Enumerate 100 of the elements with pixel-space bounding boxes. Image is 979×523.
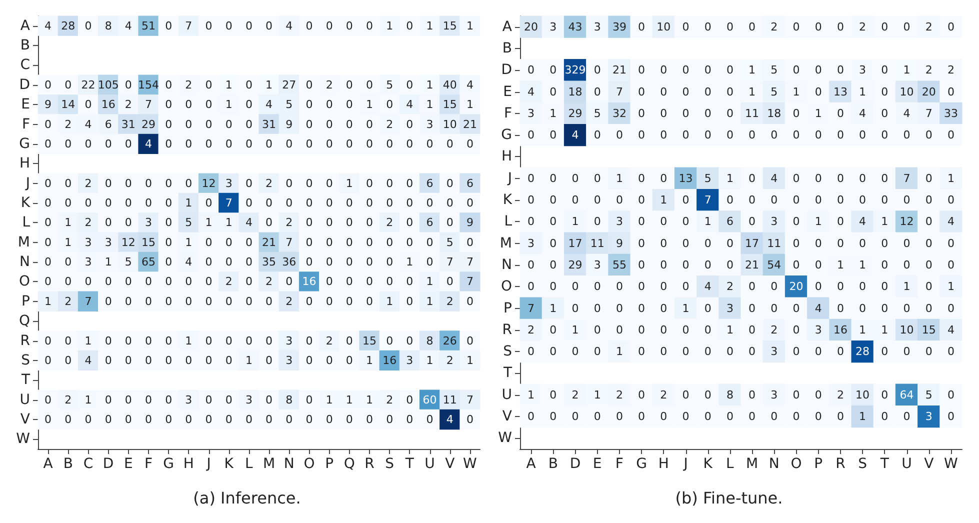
y-tick-label: F <box>504 105 512 122</box>
data-label: 8 <box>286 393 293 406</box>
data-label: 0 <box>748 280 756 294</box>
data-label: 21 <box>262 236 276 249</box>
data-label: 0 <box>386 412 394 426</box>
data-label: 2 <box>286 294 293 308</box>
data-label: 0 <box>903 194 910 207</box>
y-tick-label: V <box>20 411 30 428</box>
data-label: 0 <box>346 294 353 308</box>
data-label: 0 <box>528 280 535 294</box>
data-label: 16 <box>833 323 848 336</box>
data-label: 0 <box>44 118 52 131</box>
data-label: 0 <box>682 64 690 77</box>
data-label: 0 <box>814 20 822 34</box>
data-label: 21 <box>462 118 477 131</box>
data-label: 0 <box>550 236 557 250</box>
data-label: 1 <box>726 172 734 185</box>
data-label: 0 <box>205 137 212 150</box>
data-label: 0 <box>84 412 92 426</box>
data-label: 0 <box>185 118 192 131</box>
data-label: 7 <box>225 196 232 210</box>
x-tick-label: K <box>224 456 234 472</box>
data-label: 2 <box>726 280 734 294</box>
data-label: 27 <box>282 78 296 92</box>
data-label: 0 <box>104 137 112 150</box>
data-label: 0 <box>165 354 172 367</box>
data-label: 0 <box>346 275 353 288</box>
data-label: 2 <box>446 354 454 367</box>
data-label: 0 <box>616 323 623 336</box>
x-tick-label: W <box>463 456 478 472</box>
data-label: 1 <box>366 393 373 406</box>
data-label: 0 <box>205 196 212 210</box>
data-label: 9 <box>466 216 474 230</box>
x-tick-label: R <box>836 456 846 472</box>
data-label: 0 <box>947 410 954 424</box>
data-label: 0 <box>205 275 212 288</box>
data-label: 0 <box>572 345 579 358</box>
data-label: 5 <box>770 64 778 77</box>
data-label: 0 <box>446 216 454 230</box>
data-label: 0 <box>881 345 888 358</box>
data-label: 0 <box>185 176 192 190</box>
data-label: 0 <box>84 275 92 288</box>
data-label: 0 <box>306 78 313 92</box>
data-label: 0 <box>947 128 954 142</box>
data-label: 0 <box>225 236 232 249</box>
data-label: 0 <box>44 78 52 92</box>
data-label: 0 <box>205 19 212 32</box>
data-label: 16 <box>382 354 397 367</box>
data-label: 1 <box>426 354 434 367</box>
data-label: 7 <box>446 256 454 269</box>
data-label: 0 <box>245 256 252 269</box>
y-tick-label: J <box>506 170 512 186</box>
x-tick-label: L <box>245 456 254 472</box>
data-label: 0 <box>660 236 668 250</box>
data-label: 0 <box>145 275 152 288</box>
data-label: 1 <box>426 19 434 32</box>
data-label: 0 <box>245 275 252 288</box>
y-tick-label: G <box>501 127 512 144</box>
data-label: 0 <box>145 294 152 308</box>
data-label: 1 <box>704 215 712 228</box>
data-label: 0 <box>286 137 293 150</box>
data-label: 7 <box>903 172 910 185</box>
data-label: 1 <box>859 323 866 336</box>
data-label: 0 <box>366 294 373 308</box>
data-label: 0 <box>638 128 646 142</box>
data-label: 0 <box>594 345 601 358</box>
data-label: 0 <box>165 275 172 288</box>
data-label: 4 <box>770 172 778 185</box>
data-label: 5 <box>704 172 712 185</box>
data-label: 0 <box>638 258 646 272</box>
data-label: 1 <box>881 215 888 228</box>
data-label: 0 <box>326 256 333 269</box>
data-label: 0 <box>814 280 822 294</box>
y-tick-label: B <box>502 40 512 56</box>
data-label: 1 <box>550 106 557 120</box>
data-label: 0 <box>406 118 414 131</box>
data-label: 0 <box>704 20 712 34</box>
data-label: 0 <box>326 19 333 32</box>
data-label: 5 <box>925 388 932 402</box>
data-label: 0 <box>704 64 712 77</box>
data-label: 0 <box>426 236 434 249</box>
data-label: 2 <box>386 118 394 131</box>
data-label: 1 <box>881 323 888 336</box>
data-label: 0 <box>306 393 313 406</box>
data-label: 2 <box>326 78 333 92</box>
data-label: 29 <box>568 258 582 272</box>
x-tick-label: J <box>206 456 211 472</box>
data-label: 2 <box>185 78 192 92</box>
data-label: 0 <box>881 194 888 207</box>
data-label: 0 <box>881 85 888 98</box>
data-label: 0 <box>205 334 212 348</box>
data-label: 0 <box>326 275 333 288</box>
data-label: 0 <box>306 19 313 32</box>
data-label: 0 <box>446 196 454 210</box>
data-label: 0 <box>124 412 132 426</box>
data-label: 0 <box>859 302 866 315</box>
y-tick-label: O <box>18 274 30 290</box>
data-label: 7 <box>466 275 474 288</box>
data-label: 6 <box>466 176 474 190</box>
data-label: 0 <box>185 98 192 112</box>
